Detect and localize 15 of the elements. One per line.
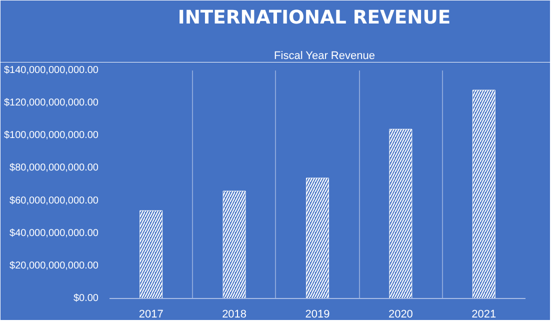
y-tick-label: $40,000,000,000.00 [10, 228, 99, 239]
y-tick-label: $60,000,000,000.00 [10, 195, 99, 206]
x-tick-label: 2017 [138, 308, 164, 320]
y-tick-label: $100,000,000,000.00 [4, 130, 99, 142]
y-tick-label: $120,000,000,000.00 [4, 98, 99, 109]
x-tick-label: 2018 [222, 308, 247, 320]
chart-title: INTERNATIONAL REVENUE [178, 8, 451, 28]
y-tick-label: $0.00 [73, 293, 99, 304]
x-tick-label: 2020 [388, 308, 413, 320]
text: Fiscal Year Revenue [274, 50, 375, 62]
x-tick-label: 2021 [472, 308, 496, 320]
y-tick-label: $140,000,000,000.00 [4, 65, 99, 76]
x-tick-label: 2019 [305, 308, 330, 320]
y-tick-label: $80,000,000,000.00 [10, 162, 99, 174]
y-tick-label: $20,000,000,000.00 [10, 260, 99, 272]
